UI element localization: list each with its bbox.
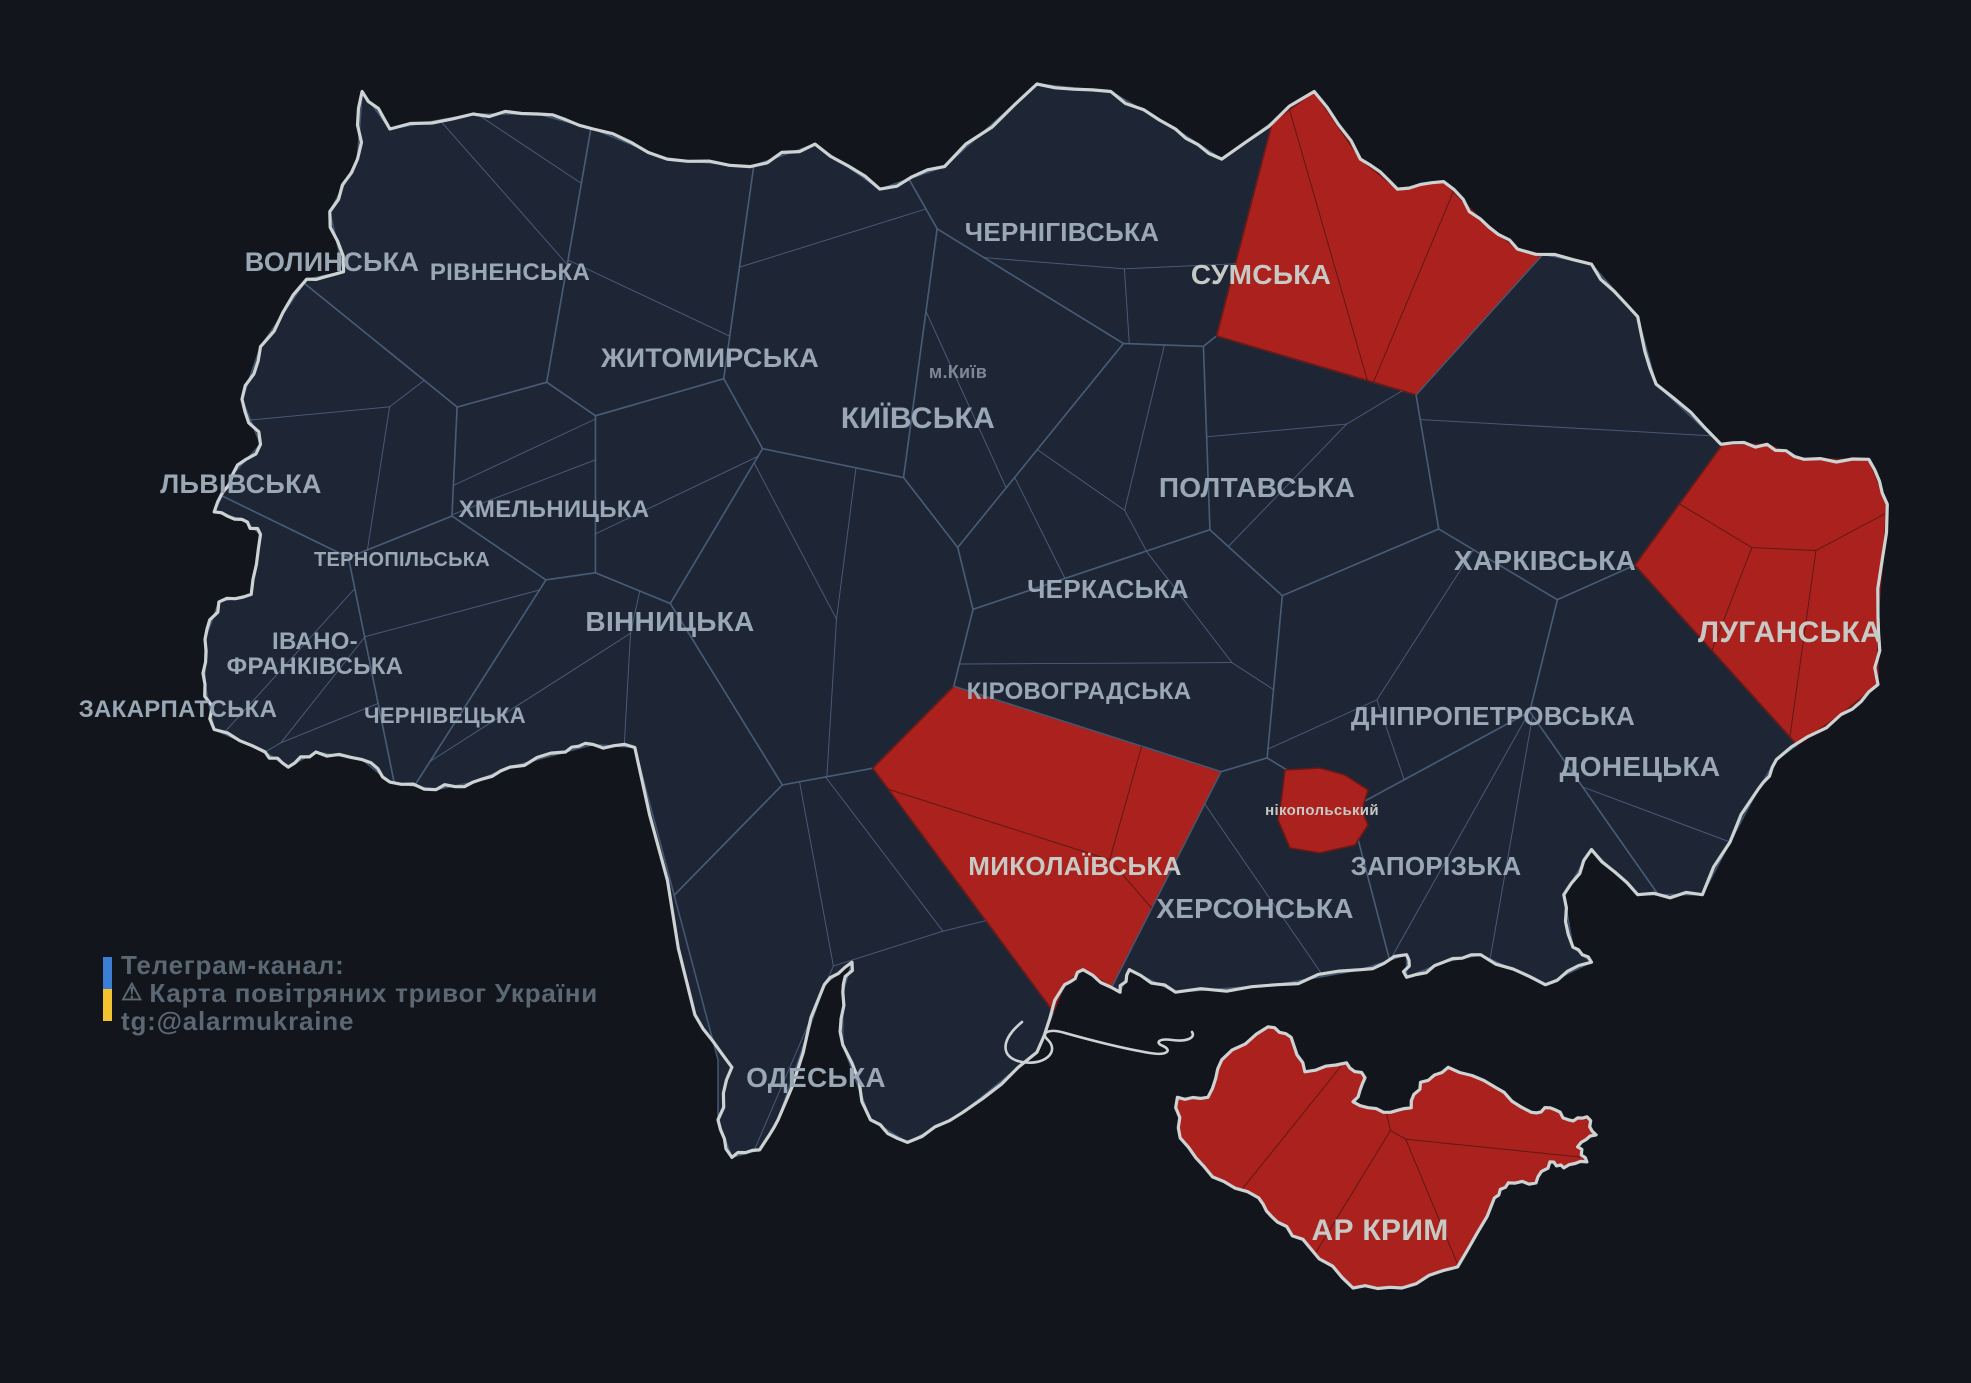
svg-text:РІВНЕНСЬКА: РІВНЕНСЬКА (430, 259, 590, 286)
svg-text:МИКОЛАЇВСЬКА: МИКОЛАЇВСЬКА (968, 851, 1181, 881)
svg-text:СУМСЬКА: СУМСЬКА (1191, 259, 1331, 290)
svg-text:ХМЕЛЬНИЦЬКА: ХМЕЛЬНИЦЬКА (459, 496, 650, 523)
svg-text:ХАРКІВСЬКА: ХАРКІВСЬКА (1454, 545, 1636, 576)
svg-text:м.Київ: м.Київ (929, 362, 987, 382)
svg-text:ЛЬВІВСЬКА: ЛЬВІВСЬКА (160, 469, 321, 499)
svg-text:ЗАПОРІЗЬКА: ЗАПОРІЗЬКА (1351, 851, 1522, 881)
svg-text:ТЕРНОПІЛЬСЬКА: ТЕРНОПІЛЬСЬКА (314, 549, 490, 571)
svg-text:ОДЕСЬКА: ОДЕСЬКА (746, 1062, 886, 1093)
svg-text:ЛУГАНСЬКА: ЛУГАНСЬКА (1698, 616, 1882, 649)
svg-text:ЧЕРНІГІВСЬКА: ЧЕРНІГІВСЬКА (965, 217, 1159, 247)
svg-text:ЧЕРНІВЕЦЬКА: ЧЕРНІВЕЦЬКА (364, 703, 526, 728)
svg-text:ХЕРСОНСЬКА: ХЕРСОНСЬКА (1156, 893, 1354, 924)
svg-text:нікопольський: нікопольський (1265, 802, 1379, 819)
svg-text:КІРОВОГРАДСЬКА: КІРОВОГРАДСЬКА (967, 678, 1192, 705)
svg-text:ДНІПРОПЕТРОВСЬКА: ДНІПРОПЕТРОВСЬКА (1351, 701, 1635, 731)
svg-text:АР КРИМ: АР КРИМ (1312, 1214, 1449, 1247)
svg-text:ВІННИЦЬКА: ВІННИЦЬКА (585, 606, 754, 637)
svg-text:ВОЛИНСЬКА: ВОЛИНСЬКА (245, 247, 420, 277)
svg-text:КИЇВСЬКА: КИЇВСЬКА (841, 402, 995, 435)
svg-text:ДОНЕЦЬКА: ДОНЕЦЬКА (1560, 751, 1721, 782)
svg-text:ЗАКАРПАТСЬКА: ЗАКАРПАТСЬКА (79, 696, 278, 723)
svg-text:ЧЕРКАСЬКА: ЧЕРКАСЬКА (1027, 574, 1189, 604)
svg-text:ПОЛТАВСЬКА: ПОЛТАВСЬКА (1159, 472, 1355, 503)
svg-text:ЖИТОМИРСЬКА: ЖИТОМИРСЬКА (600, 343, 819, 373)
